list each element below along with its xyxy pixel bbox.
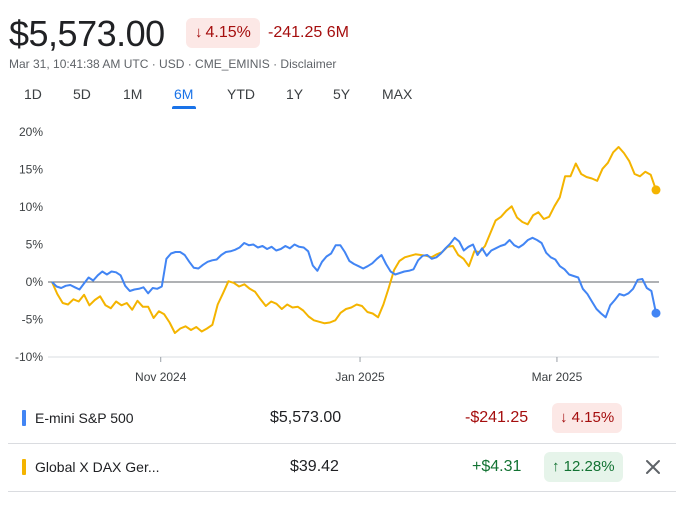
legend-row-dax[interactable]: Global X DAX Ger... $39.42 +$4.31 ↑ 12.2…: [22, 445, 677, 491]
series-line: [51, 146, 657, 334]
range-1m[interactable]: 1M: [123, 86, 143, 102]
series-name: E-mini S&P 500: [35, 410, 134, 426]
series-percent-badge: ↓ 4.15%: [552, 403, 623, 433]
range-5y[interactable]: 5Y: [333, 86, 351, 102]
range-1d[interactable]: 1D: [24, 86, 42, 102]
series-color-swatch: [22, 410, 26, 426]
row-divider: [8, 491, 676, 492]
x-tick-label: Mar 2025: [532, 370, 583, 384]
quote-meta: Mar 31, 10:41:38 AM UTC · USD · CME_EMIN…: [9, 57, 337, 71]
comparison-chart[interactable]: 20% 15% 10% 5% 0% -5% -10% Nov 2024 Jan 2025 Mar…: [0, 120, 695, 390]
series-percent-badge: ↑ 12.28%: [544, 452, 623, 482]
range-5d[interactable]: 5D: [73, 86, 91, 102]
y-tick-label: -10%: [15, 350, 43, 364]
series-price: $5,573.00: [270, 409, 342, 426]
y-tick-label: -5%: [22, 313, 44, 327]
series-percent: 12.28%: [563, 458, 615, 475]
x-tick-label: Nov 2024: [135, 370, 187, 384]
change-percent-value: 4.15%: [205, 24, 251, 41]
series-percent: 4.15%: [571, 409, 615, 426]
quote-price: $5,573.00: [9, 13, 165, 54]
y-axis-labels: 20% 15% 10% 5% 0% -5% -10%: [15, 125, 43, 364]
y-tick-label: 10%: [19, 200, 43, 214]
down-arrow-icon: ↓: [560, 409, 568, 426]
series-endpoint-dot: [651, 308, 661, 318]
range-max[interactable]: MAX: [382, 86, 413, 102]
range-6m[interactable]: 6M: [174, 86, 194, 102]
y-tick-label: 0%: [26, 275, 44, 289]
y-tick-label: 5%: [26, 238, 44, 252]
range-1y[interactable]: 1Y: [286, 86, 304, 102]
y-tick-label: 15%: [19, 163, 43, 177]
chart-series: [51, 146, 661, 334]
series-color-swatch: [22, 459, 26, 475]
up-arrow-icon: ↑: [552, 458, 560, 475]
down-arrow-icon: ↓: [195, 24, 203, 41]
series-name: Global X DAX Ger...: [35, 459, 160, 475]
change-absolute: -241.25 6M: [268, 24, 349, 41]
change-percent-badge: ↓ 4.15%: [186, 18, 260, 48]
series-line: [51, 236, 657, 319]
series-endpoint-dot: [651, 185, 661, 195]
x-axis-ticks: Nov 2024 Jan 2025 Mar 2025: [135, 357, 583, 384]
x-tick-label: Jan 2025: [335, 370, 385, 384]
range-active-indicator: [172, 106, 196, 109]
series-price: $39.42: [290, 458, 339, 475]
row-divider: [8, 443, 676, 444]
series-change: +$4.31: [472, 458, 522, 475]
y-tick-label: 20%: [19, 125, 43, 139]
range-ytd[interactable]: YTD: [227, 86, 255, 102]
legend-row-es[interactable]: E-mini S&P 500 $5,573.00 -$241.25 ↓ 4.15…: [22, 396, 677, 442]
close-icon[interactable]: [641, 455, 665, 479]
series-change: -$241.25: [465, 409, 529, 426]
